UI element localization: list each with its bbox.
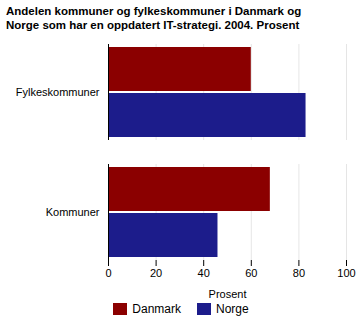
html-text:Danmark: Danmark (132, 302, 181, 316)
svg-text:Prosent: Prosent (209, 288, 247, 300)
svg-text:60: 60 (245, 267, 257, 279)
html-text:Andelen kommuner og fylkeskomm: Andelen kommuner og fylkeskommuner i Dan… (6, 5, 302, 31)
svg-text:20: 20 (150, 267, 162, 279)
html-text:Norge: Norge (216, 302, 249, 316)
svg-text:Fylkeskommuner: Fylkeskommuner (16, 86, 100, 98)
svg-text:0: 0 (105, 267, 111, 279)
svg-text:80: 80 (293, 267, 305, 279)
svg-text:40: 40 (198, 267, 210, 279)
svg-text:100: 100 (337, 267, 355, 279)
svg-text:Kommuner: Kommuner (46, 206, 100, 218)
